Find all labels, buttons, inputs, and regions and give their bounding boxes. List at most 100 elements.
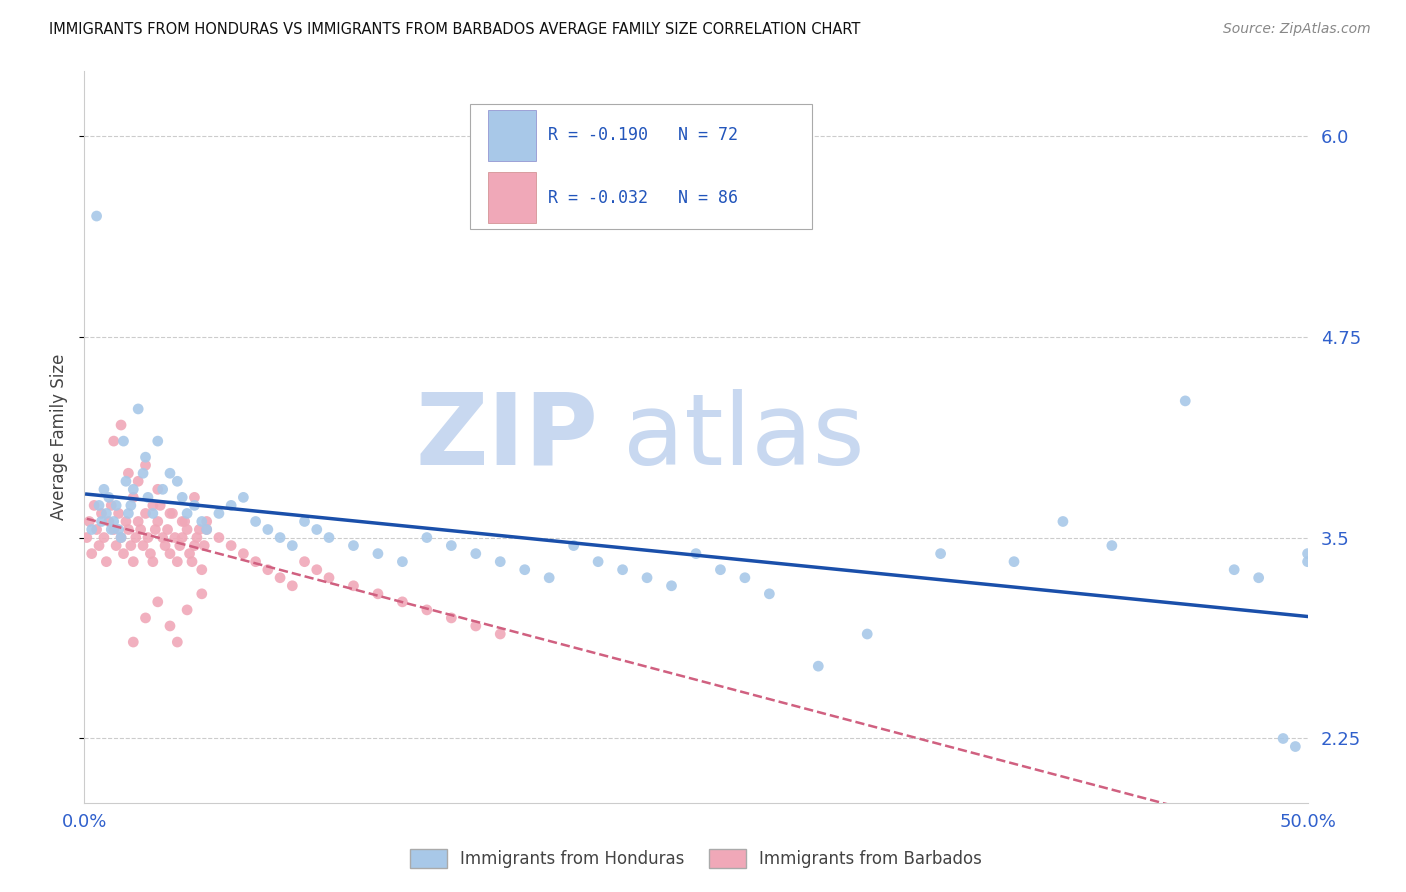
Point (135, 450, 157, 465)
Point (1247, 571, 1270, 585)
Point (135, 507, 157, 521)
Point (186, 531, 208, 545)
Point (269, 531, 291, 545)
Point (117, 523, 139, 537)
Point (191, 587, 214, 601)
Point (318, 531, 340, 545)
Point (103, 434, 125, 449)
Point (96, 507, 118, 521)
Point (159, 507, 181, 521)
Point (77, 515, 100, 529)
Point (127, 515, 149, 529)
Point (146, 515, 169, 529)
Point (166, 555, 188, 569)
Point (176, 523, 198, 537)
Point (661, 579, 683, 593)
Point (146, 483, 169, 497)
Point (135, 611, 157, 625)
Point (342, 579, 364, 593)
Point (281, 579, 304, 593)
Point (90, 515, 112, 529)
Point (318, 571, 340, 585)
Point (191, 515, 214, 529)
Point (139, 547, 162, 561)
Point (1223, 563, 1246, 577)
Point (100, 523, 122, 537)
Point (636, 571, 658, 585)
Point (122, 635, 145, 649)
Point (294, 515, 316, 529)
Text: R = -0.032   N = 86: R = -0.032 N = 86 (548, 188, 738, 207)
Point (245, 555, 267, 569)
Point (1296, 555, 1319, 569)
Point (96, 555, 118, 569)
Point (163, 531, 186, 545)
Legend: Immigrants from Honduras, Immigrants from Barbados: Immigrants from Honduras, Immigrants fro… (404, 842, 988, 875)
Point (122, 483, 145, 497)
Point (120, 539, 142, 553)
Point (105, 539, 128, 553)
Point (110, 531, 132, 545)
Point (103, 515, 125, 529)
Point (183, 539, 205, 553)
Point (159, 547, 181, 561)
Point (142, 499, 165, 513)
Point (172, 531, 194, 545)
Point (1101, 539, 1123, 553)
Text: atlas: atlas (623, 389, 865, 485)
Point (129, 523, 152, 537)
Point (440, 611, 463, 625)
Point (305, 523, 328, 537)
Point (179, 547, 201, 561)
Point (685, 547, 707, 561)
Point (807, 659, 830, 673)
Point (257, 563, 280, 577)
Point (208, 507, 231, 521)
Point (294, 555, 316, 569)
Point (87, 499, 110, 513)
Point (87, 539, 110, 553)
Point (219, 499, 242, 513)
Text: ZIP: ZIP (415, 389, 598, 485)
Point (176, 603, 198, 617)
Point (146, 595, 169, 609)
Point (105, 499, 128, 513)
Point (391, 555, 413, 569)
Point (166, 635, 188, 649)
Text: IMMIGRANTS FROM HONDURAS VS IMMIGRANTS FROM BARBADOS AVERAGE FAMILY SIZE CORRELA: IMMIGRANTS FROM HONDURAS VS IMMIGRANTS F… (49, 22, 860, 37)
Point (391, 595, 413, 609)
Point (103, 523, 125, 537)
Point (305, 563, 328, 577)
Point (86, 523, 108, 537)
Point (188, 523, 211, 537)
Point (173, 515, 195, 529)
Point (416, 603, 439, 617)
Point (232, 491, 254, 505)
Point (489, 627, 512, 641)
Point (80, 523, 103, 537)
Point (183, 499, 205, 513)
Point (856, 627, 879, 641)
Point (117, 507, 139, 521)
Point (464, 619, 486, 633)
Point (586, 555, 609, 569)
Point (132, 539, 155, 553)
FancyBboxPatch shape (488, 172, 536, 223)
Point (257, 523, 280, 537)
Point (342, 539, 364, 553)
Point (127, 475, 149, 489)
Point (562, 539, 585, 553)
Point (83, 499, 105, 513)
Point (159, 467, 181, 481)
Point (367, 587, 389, 601)
Point (112, 547, 135, 561)
Point (156, 523, 179, 537)
Point (107, 523, 129, 537)
Point (162, 507, 184, 521)
Point (110, 531, 132, 545)
Text: Source: ZipAtlas.com: Source: ZipAtlas.com (1223, 22, 1371, 37)
Point (734, 571, 756, 585)
Point (110, 417, 132, 432)
Point (97, 491, 120, 505)
FancyBboxPatch shape (488, 110, 536, 161)
